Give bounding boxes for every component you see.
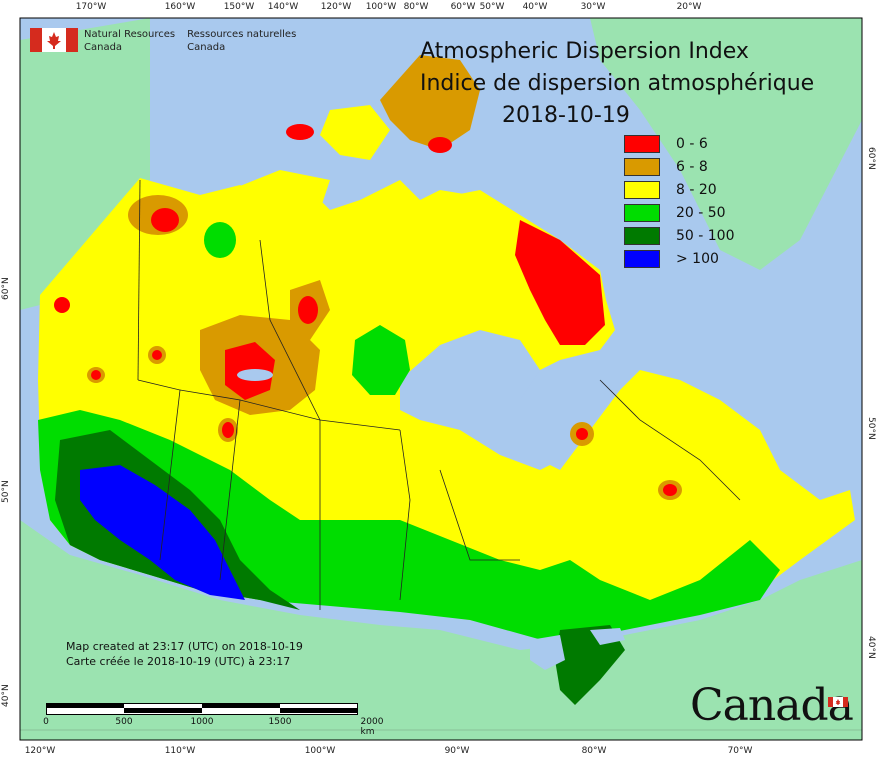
red-zone-west-3-core (152, 350, 162, 360)
legend: 0 - 6 6 - 8 8 - 20 20 - 50 50 - 100 > 100 (624, 132, 735, 270)
axis-tick-label: 50°N (1, 480, 11, 503)
agency-name-en: Natural Resources Canada (84, 28, 175, 54)
scale-segment (124, 708, 202, 713)
axis-tick-label: 70°W (727, 746, 753, 756)
blue-zone (80, 465, 245, 600)
baffin-red (515, 220, 605, 345)
legend-row: 50 - 100 (624, 224, 735, 247)
axis-tick-label: 40°W (522, 2, 548, 12)
legend-swatch (624, 134, 660, 153)
legend-label: 8 - 20 (676, 181, 717, 198)
arctic-island-3 (320, 105, 390, 160)
great-slave-lake (237, 369, 273, 381)
province-boundaries (137, 179, 741, 610)
hudson-bay (400, 330, 560, 470)
legend-swatch (624, 157, 660, 176)
great-lakes (530, 628, 625, 670)
map-border (19, 17, 863, 741)
axis-tick-label: 100°W (365, 2, 397, 12)
scale-segment (202, 703, 280, 708)
axis-tick-label: 40°N (866, 636, 876, 659)
scale-label: 2000 km (360, 717, 384, 737)
wordmark-flag-icon (828, 692, 848, 707)
axis-tick-label: 120°W (320, 2, 352, 12)
scale-label: 1500 (268, 717, 292, 727)
scale-label: 500 (115, 717, 133, 727)
agency-en-line-2: Canada (84, 42, 123, 53)
agency-name-fr: Ressources naturelles Canada (187, 28, 296, 54)
axis-tick-label: 50°W (479, 2, 505, 12)
land-greenland (590, 18, 862, 270)
red-zone-west-1 (54, 297, 70, 313)
axis-tick-label: 110°W (164, 746, 196, 756)
axis-tick-label: 150°W (223, 2, 255, 12)
land-usa (20, 520, 862, 740)
title-french: Indice de dispersion atmosphérique (420, 71, 815, 96)
axis-tick-label: 80°W (403, 2, 429, 12)
red-zone-north (298, 296, 318, 324)
legend-swatch (624, 249, 660, 268)
agency-fr-line-2: Canada (187, 42, 226, 53)
legend-label: 50 - 100 (676, 227, 735, 244)
red-zone-labrador-core (663, 484, 677, 496)
red-zone-arctic (286, 124, 314, 140)
legend-swatch (624, 203, 660, 222)
axis-tick-label: 60°N (866, 147, 876, 170)
axis-tick-label: 120°W (24, 746, 56, 756)
red-zone-ne (151, 208, 179, 232)
axis-tick-label: 60°W (450, 2, 476, 12)
red-zone-west-2-core (91, 370, 101, 380)
legend-label: 0 - 6 (676, 135, 708, 152)
legend-label: 6 - 8 (676, 158, 708, 175)
title-english: Atmospheric Dispersion Index (420, 39, 749, 64)
green-zone-north (352, 325, 410, 395)
legend-swatch (624, 226, 660, 245)
legend-label: 20 - 50 (676, 204, 726, 221)
scale-segment (280, 708, 358, 713)
legend-label: > 100 (676, 250, 719, 267)
axis-tick-label: 80°W (581, 746, 607, 756)
axis-tick-label: 40°N (1, 684, 11, 707)
map-date: 2018-10-19 (502, 103, 630, 128)
legend-row: 0 - 6 (624, 132, 735, 155)
creation-note: Map created at 23:17 (UTC) on 2018-10-19… (66, 639, 303, 669)
map-title: Atmospheric Dispersion Index Indice de d… (420, 36, 814, 132)
agency-en-line-1: Natural Resources (84, 29, 176, 40)
axis-tick-label: 30°W (580, 2, 606, 12)
axis-tick-label: 160°W (164, 2, 196, 12)
scale-segment (46, 703, 124, 708)
legend-swatch (624, 180, 660, 199)
arctic-island-1 (230, 170, 330, 215)
axis-tick-label: 20°W (676, 2, 702, 12)
axis-tick-label: 100°W (304, 746, 336, 756)
created-french: Carte créée le 2018-10-19 (UTC) à 23:17 (66, 655, 291, 668)
axis-tick-label: 140°W (267, 2, 299, 12)
scale-label: 0 (43, 717, 49, 727)
canada-flag-icon (30, 28, 78, 52)
legend-row: 6 - 8 (624, 155, 735, 178)
red-zone-quebec-core (576, 428, 588, 440)
legend-row: 20 - 50 (624, 201, 735, 224)
red-zone-west-4-core (222, 422, 234, 438)
legend-row: > 100 (624, 247, 735, 270)
agency-fr-line-1: Ressources naturelles (187, 29, 297, 40)
agency-signature: Natural Resources Canada Ressources natu… (30, 28, 308, 54)
axis-tick-label: 60°N (1, 277, 11, 300)
scale-bar: 0 500 1000 1500 2000 km (43, 703, 383, 737)
axis-tick-label: 90°W (444, 746, 470, 756)
darkgreen-ontario (555, 625, 625, 705)
red-zone-arctic-2 (428, 137, 452, 153)
created-english: Map created at 23:17 (UTC) on 2018-10-19 (66, 640, 303, 653)
scale-label: 1000 (190, 717, 214, 727)
canada-wordmark: Canada (690, 680, 854, 731)
arctic-island-2 (380, 55, 480, 150)
axis-tick-label: 170°W (75, 2, 107, 12)
legend-row: 8 - 20 (624, 178, 735, 201)
land-alaska (20, 18, 150, 310)
axis-tick-label: 50°N (866, 417, 876, 440)
green-zone-arctic (204, 222, 236, 258)
